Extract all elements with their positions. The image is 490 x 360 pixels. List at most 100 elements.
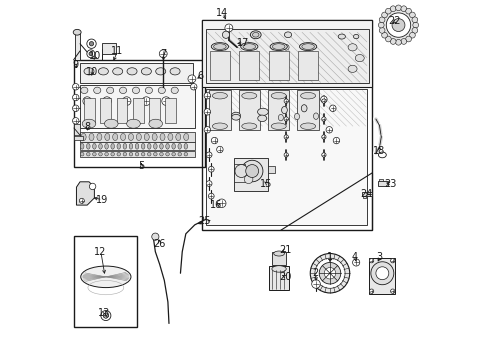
Bar <box>234 158 268 191</box>
Ellipse shape <box>152 134 157 140</box>
Ellipse shape <box>242 93 257 99</box>
Ellipse shape <box>355 54 364 62</box>
Ellipse shape <box>117 143 121 149</box>
Text: 21: 21 <box>279 245 292 255</box>
Bar <box>297 90 319 130</box>
Text: 9: 9 <box>72 59 78 69</box>
Bar <box>74 235 137 327</box>
Circle shape <box>322 99 326 103</box>
Text: 7: 7 <box>160 49 167 59</box>
Text: 14: 14 <box>216 8 228 18</box>
Text: 10: 10 <box>86 67 98 77</box>
Circle shape <box>401 39 407 44</box>
Circle shape <box>391 258 395 263</box>
Bar <box>84 98 95 123</box>
Ellipse shape <box>274 251 285 256</box>
Text: 17: 17 <box>237 38 249 48</box>
Bar <box>117 98 127 123</box>
Ellipse shape <box>160 143 163 149</box>
Ellipse shape <box>98 68 108 75</box>
Text: 26: 26 <box>153 239 166 249</box>
Circle shape <box>217 146 223 153</box>
Circle shape <box>378 22 384 28</box>
Circle shape <box>379 17 385 23</box>
Ellipse shape <box>172 143 175 149</box>
Circle shape <box>73 84 79 90</box>
Ellipse shape <box>149 119 163 128</box>
Circle shape <box>87 39 96 48</box>
Ellipse shape <box>123 152 126 156</box>
Polygon shape <box>202 21 372 87</box>
Circle shape <box>103 313 108 318</box>
Text: 25: 25 <box>198 216 211 226</box>
Circle shape <box>235 165 248 177</box>
Ellipse shape <box>158 87 166 94</box>
Ellipse shape <box>81 87 88 94</box>
Circle shape <box>162 97 171 105</box>
Ellipse shape <box>132 87 140 94</box>
Ellipse shape <box>166 143 170 149</box>
Circle shape <box>204 109 211 115</box>
Bar <box>80 151 195 157</box>
Circle shape <box>188 75 196 83</box>
Polygon shape <box>76 182 95 205</box>
Ellipse shape <box>168 134 173 140</box>
Ellipse shape <box>301 105 307 112</box>
Ellipse shape <box>84 68 94 75</box>
Ellipse shape <box>153 143 157 149</box>
Ellipse shape <box>144 134 149 140</box>
Ellipse shape <box>258 108 269 116</box>
Bar <box>272 252 286 265</box>
Circle shape <box>412 27 418 33</box>
Ellipse shape <box>178 152 181 156</box>
Ellipse shape <box>135 152 139 156</box>
Ellipse shape <box>212 123 227 130</box>
Circle shape <box>122 97 131 105</box>
Bar <box>239 51 259 80</box>
Ellipse shape <box>271 123 286 130</box>
Bar <box>205 89 367 225</box>
Bar <box>268 166 275 173</box>
Ellipse shape <box>272 266 286 272</box>
Circle shape <box>204 93 211 99</box>
Circle shape <box>371 262 394 285</box>
Ellipse shape <box>105 152 108 156</box>
Circle shape <box>142 97 151 105</box>
Text: 8: 8 <box>84 122 90 132</box>
Bar <box>80 142 195 150</box>
Circle shape <box>386 8 391 14</box>
Circle shape <box>379 27 385 33</box>
Ellipse shape <box>111 143 115 149</box>
Circle shape <box>284 99 289 103</box>
Ellipse shape <box>294 113 299 120</box>
Circle shape <box>245 175 253 184</box>
Circle shape <box>284 135 289 139</box>
Ellipse shape <box>93 152 96 156</box>
Ellipse shape <box>111 152 115 156</box>
Circle shape <box>102 97 111 105</box>
Circle shape <box>204 127 211 133</box>
Ellipse shape <box>232 114 240 120</box>
Ellipse shape <box>147 143 151 149</box>
Text: 11: 11 <box>111 46 123 56</box>
Ellipse shape <box>80 143 84 149</box>
Circle shape <box>322 117 326 121</box>
Circle shape <box>73 118 79 124</box>
Bar <box>74 136 82 140</box>
Circle shape <box>208 193 214 199</box>
Bar <box>80 63 193 83</box>
Circle shape <box>152 233 159 240</box>
Ellipse shape <box>141 143 145 149</box>
Ellipse shape <box>166 152 170 156</box>
Ellipse shape <box>120 87 126 94</box>
Ellipse shape <box>105 143 108 149</box>
Ellipse shape <box>128 134 133 140</box>
Ellipse shape <box>113 134 118 140</box>
Ellipse shape <box>299 42 317 50</box>
Bar <box>80 85 195 128</box>
Ellipse shape <box>80 152 84 156</box>
Circle shape <box>159 50 167 58</box>
Ellipse shape <box>184 143 188 149</box>
Ellipse shape <box>271 93 286 99</box>
Bar <box>165 98 176 123</box>
